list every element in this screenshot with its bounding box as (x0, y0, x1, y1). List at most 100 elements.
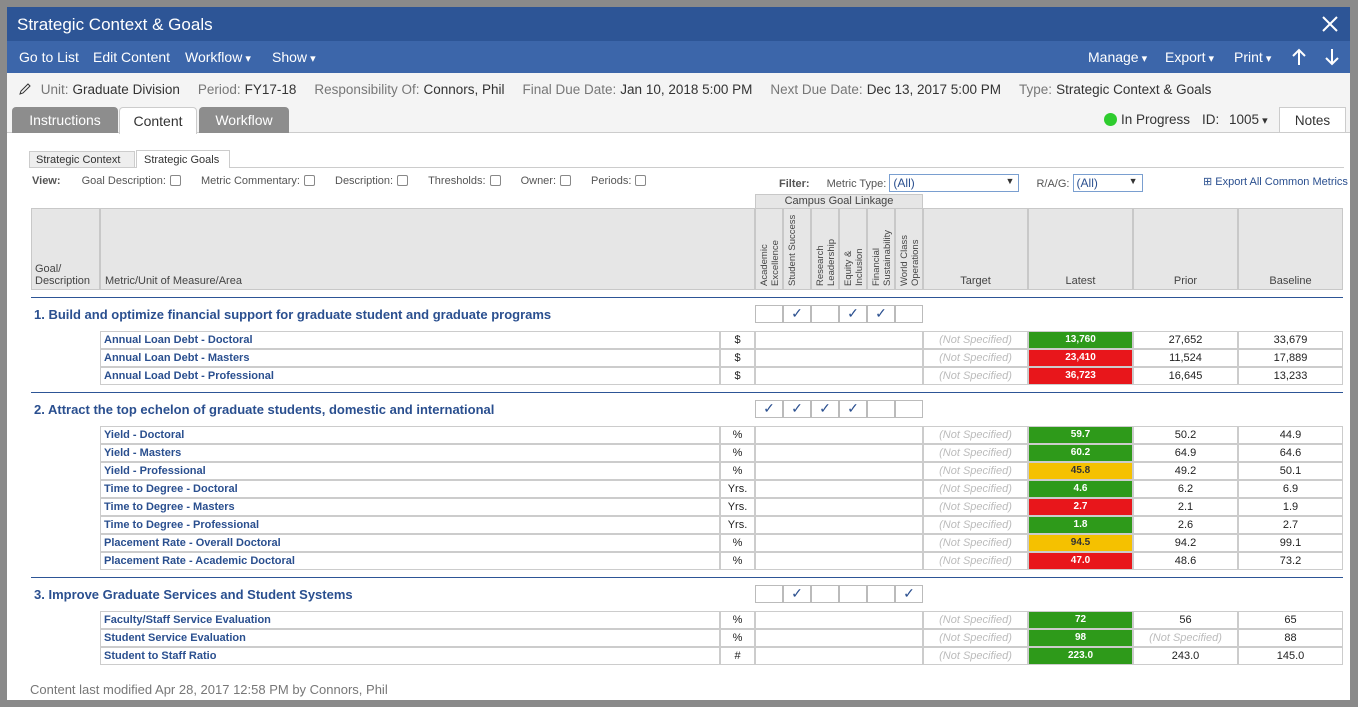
prior-cell: 6.2 (1133, 480, 1238, 498)
metric-unit: # (720, 647, 755, 665)
metric-name[interactable]: Placement Rate - Academic Doctoral (100, 552, 720, 570)
menu-item[interactable]: Show (272, 49, 316, 65)
linkage-title: Campus Goal Linkage (755, 194, 923, 209)
linkage-header: Research Leadership (811, 208, 839, 290)
goal-title[interactable]: 2. Attract the top echelon of graduate s… (34, 402, 494, 417)
prior-cell: 16,645 (1133, 367, 1238, 385)
latest-cell: 223.0 (1028, 647, 1133, 665)
edit-icon[interactable] (19, 82, 32, 95)
metric-unit: % (720, 534, 755, 552)
status-dot (1104, 113, 1117, 126)
menu-item[interactable]: Manage (1088, 49, 1147, 65)
linkage-header: Equity & Inclusion (839, 208, 867, 290)
header-cell: Target (923, 208, 1028, 290)
baseline-cell: 50.1 (1238, 462, 1343, 480)
linkage-box: ✓ (839, 305, 867, 323)
menu-item[interactable]: Print (1234, 49, 1271, 65)
down-arrow[interactable] (1324, 48, 1340, 66)
tab[interactable]: Instructions (12, 107, 118, 133)
metric-name[interactable]: Student Service Evaluation (100, 629, 720, 647)
metric-name[interactable]: Student to Staff Ratio (100, 647, 720, 665)
linkage-box: ✓ (783, 585, 811, 603)
linkage-header: Student Success (783, 208, 811, 290)
baseline-cell: 2.7 (1238, 516, 1343, 534)
metrics-table: Campus Goal LinkageGoal/ DescriptionMetr… (14, 134, 1350, 700)
info-value: Dec 13, 2017 5:00 PM (867, 82, 1001, 97)
linkage-box (811, 585, 839, 603)
baseline-cell: 64.6 (1238, 444, 1343, 462)
header-cell: Baseline (1238, 208, 1343, 290)
prior-cell: 11,524 (1133, 349, 1238, 367)
linkage-cell (755, 367, 923, 385)
content: Strategic Context Strategic Goals View: … (14, 134, 1350, 700)
id-value[interactable]: 1005 (1229, 112, 1268, 127)
metric-name[interactable]: Time to Degree - Doctoral (100, 480, 720, 498)
metric-name[interactable]: Yield - Doctoral (100, 426, 720, 444)
metric-unit: % (720, 629, 755, 647)
metric-name[interactable]: Annual Load Debt - Professional (100, 367, 720, 385)
latest-cell: 98 (1028, 629, 1133, 647)
info-value: Connors, Phil (423, 82, 504, 97)
metric-unit: $ (720, 349, 755, 367)
footer-text: Content last modified Apr 28, 2017 12:58… (30, 682, 388, 697)
id-label: ID: (1202, 112, 1219, 127)
baseline-cell: 88 (1238, 629, 1343, 647)
prior-cell: 243.0 (1133, 647, 1238, 665)
metric-name[interactable]: Annual Loan Debt - Masters (100, 349, 720, 367)
baseline-cell: 33,679 (1238, 331, 1343, 349)
baseline-cell: 13,233 (1238, 367, 1343, 385)
linkage-cell (755, 498, 923, 516)
latest-cell: 2.7 (1028, 498, 1133, 516)
latest-cell: 94.5 (1028, 534, 1133, 552)
linkage-box (755, 585, 783, 603)
linkage-cell (755, 426, 923, 444)
target-cell: (Not Specified) (923, 534, 1028, 552)
metric-name[interactable]: Time to Degree - Masters (100, 498, 720, 516)
metric-name[interactable]: Faculty/Staff Service Evaluation (100, 611, 720, 629)
linkage-box: ✓ (755, 400, 783, 418)
info-value: Strategic Context & Goals (1056, 82, 1211, 97)
up-arrow[interactable] (1291, 48, 1307, 66)
linkage-cell (755, 462, 923, 480)
metric-name[interactable]: Placement Rate - Overall Doctoral (100, 534, 720, 552)
metric-unit: % (720, 611, 755, 629)
target-cell: (Not Specified) (923, 611, 1028, 629)
notes-button[interactable]: Notes (1279, 107, 1346, 133)
menu-item[interactable]: Export (1165, 49, 1214, 65)
metric-name[interactable]: Yield - Masters (100, 444, 720, 462)
linkage-box: ✓ (839, 400, 867, 418)
baseline-cell: 73.2 (1238, 552, 1343, 570)
menu-item[interactable]: Edit Content (93, 49, 170, 65)
target-cell: (Not Specified) (923, 480, 1028, 498)
linkage-cell (755, 349, 923, 367)
linkage-cell (755, 647, 923, 665)
info-label: Responsibility Of: (314, 82, 419, 97)
goal-title[interactable]: 3. Improve Graduate Services and Student… (34, 587, 353, 602)
menu-item[interactable]: Go to List (19, 49, 79, 65)
close-button[interactable] (1322, 16, 1338, 32)
linkage-box: ✓ (783, 305, 811, 323)
info-label: Type: (1019, 82, 1052, 97)
target-cell: (Not Specified) (923, 331, 1028, 349)
latest-cell: 4.6 (1028, 480, 1133, 498)
tab[interactable]: Workflow (199, 107, 289, 133)
header-cell: Goal/ Description (31, 208, 100, 290)
latest-cell: 36,723 (1028, 367, 1133, 385)
prior-cell: 49.2 (1133, 462, 1238, 480)
header-cell: Latest (1028, 208, 1133, 290)
metric-name[interactable]: Time to Degree - Professional (100, 516, 720, 534)
metric-name[interactable]: Annual Loan Debt - Doctoral (100, 331, 720, 349)
menu-item[interactable]: Workflow (185, 49, 251, 65)
metric-name[interactable]: Yield - Professional (100, 462, 720, 480)
target-cell: (Not Specified) (923, 444, 1028, 462)
linkage-cell (755, 629, 923, 647)
goal-title[interactable]: 1. Build and optimize financial support … (34, 307, 551, 322)
metric-unit: $ (720, 331, 755, 349)
linkage-box (867, 585, 895, 603)
latest-cell: 47.0 (1028, 552, 1133, 570)
metric-unit: Yrs. (720, 498, 755, 516)
prior-cell: 64.9 (1133, 444, 1238, 462)
metric-unit: Yrs. (720, 516, 755, 534)
tab[interactable]: Content (119, 107, 197, 134)
